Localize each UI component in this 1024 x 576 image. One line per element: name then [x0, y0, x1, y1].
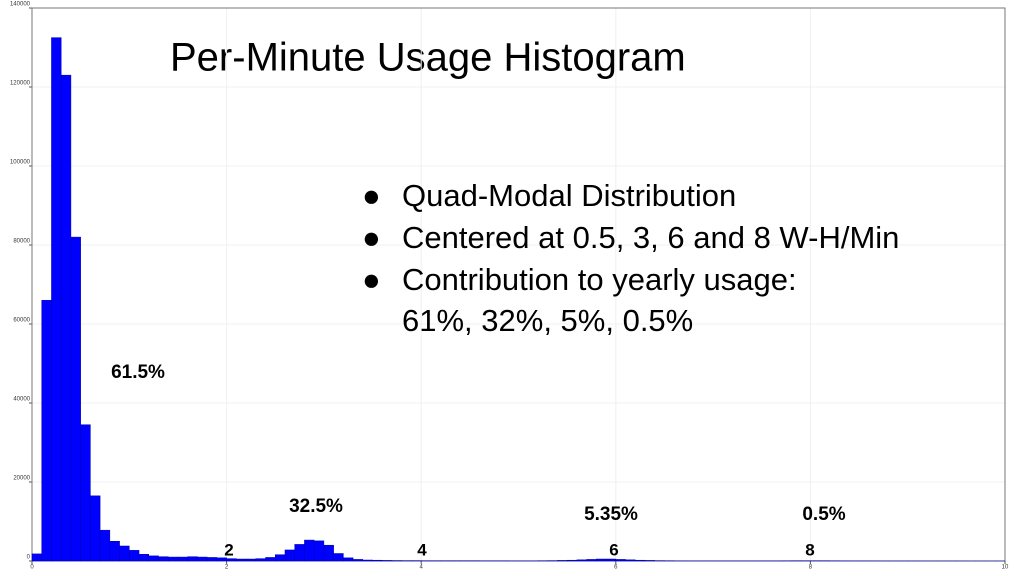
bar	[138, 554, 150, 562]
bar	[80, 424, 91, 562]
bar	[41, 300, 52, 562]
bar	[372, 559, 383, 562]
bar	[625, 559, 636, 562]
y-tick-label: 20000	[13, 476, 30, 482]
annotation: 8	[805, 540, 814, 559]
bullet-text: 61%, 32%, 5%, 0.5%	[402, 303, 694, 338]
annotation: 5.35%	[584, 504, 638, 525]
bar	[284, 549, 295, 562]
annotation: 32.5%	[289, 496, 343, 517]
bar	[382, 560, 393, 562]
x-tick-label: 10	[1002, 565, 1009, 571]
bullet: ●	[362, 178, 381, 213]
x-tick-label: 0	[30, 565, 34, 571]
bar	[323, 544, 334, 562]
annotation: 0.5%	[802, 504, 845, 525]
annotation: 61.5%	[111, 362, 165, 383]
bullet: ●	[362, 262, 381, 297]
x-tick-label: 2	[225, 565, 229, 571]
bar	[70, 236, 81, 562]
bar	[245, 558, 257, 562]
bullet-text: Contribution to yearly usage:	[402, 262, 797, 297]
bar	[615, 559, 626, 562]
bar	[557, 560, 568, 562]
x-tick-label: 4	[420, 565, 424, 571]
bar	[576, 559, 587, 562]
bullet-text: Centered at 0.5, 3, 6 and 8 W-H/Min	[402, 220, 900, 255]
bar	[197, 556, 208, 562]
bar	[644, 560, 655, 562]
y-tick-label: 60000	[13, 318, 30, 324]
bar	[352, 559, 364, 562]
bar	[362, 559, 373, 562]
bar	[51, 37, 62, 562]
bullet-text: Quad-Modal Distribution	[402, 178, 737, 213]
bar	[265, 557, 276, 562]
x-tick-label: 8	[809, 565, 813, 571]
bar	[343, 557, 354, 562]
annotation: 6	[609, 540, 618, 559]
bar	[236, 558, 247, 562]
bullet: ●	[362, 220, 381, 255]
bar	[167, 556, 179, 562]
bar	[635, 559, 646, 562]
bar	[158, 556, 169, 562]
bar	[99, 529, 111, 562]
bar	[148, 555, 159, 562]
bar	[129, 550, 140, 562]
bar	[90, 495, 101, 562]
bar	[333, 553, 344, 562]
bar	[304, 539, 315, 562]
bar	[313, 540, 325, 562]
bar	[177, 556, 188, 562]
bar	[596, 558, 607, 562]
bar	[294, 544, 305, 562]
bar	[109, 541, 120, 562]
y-tick-label: 40000	[13, 397, 30, 403]
bar	[187, 556, 198, 562]
x-tick-label: 6	[614, 565, 618, 571]
annotation: 2	[224, 540, 233, 559]
bar	[586, 559, 597, 562]
y-tick-label: 140000	[10, 2, 31, 8]
bar	[60, 74, 72, 562]
annotation: 4	[417, 540, 427, 559]
y-tick-label: 0	[27, 555, 31, 561]
bar	[275, 554, 286, 562]
y-tick-label: 80000	[13, 239, 30, 245]
bar	[119, 545, 130, 562]
y-tick-label: 120000	[10, 81, 31, 87]
bar	[206, 557, 218, 562]
bar	[566, 559, 578, 562]
y-tick-label: 100000	[10, 160, 31, 166]
bar	[31, 553, 42, 562]
bar	[255, 558, 266, 562]
chart-title: Per-Minute Usage Histogram	[170, 36, 686, 80]
